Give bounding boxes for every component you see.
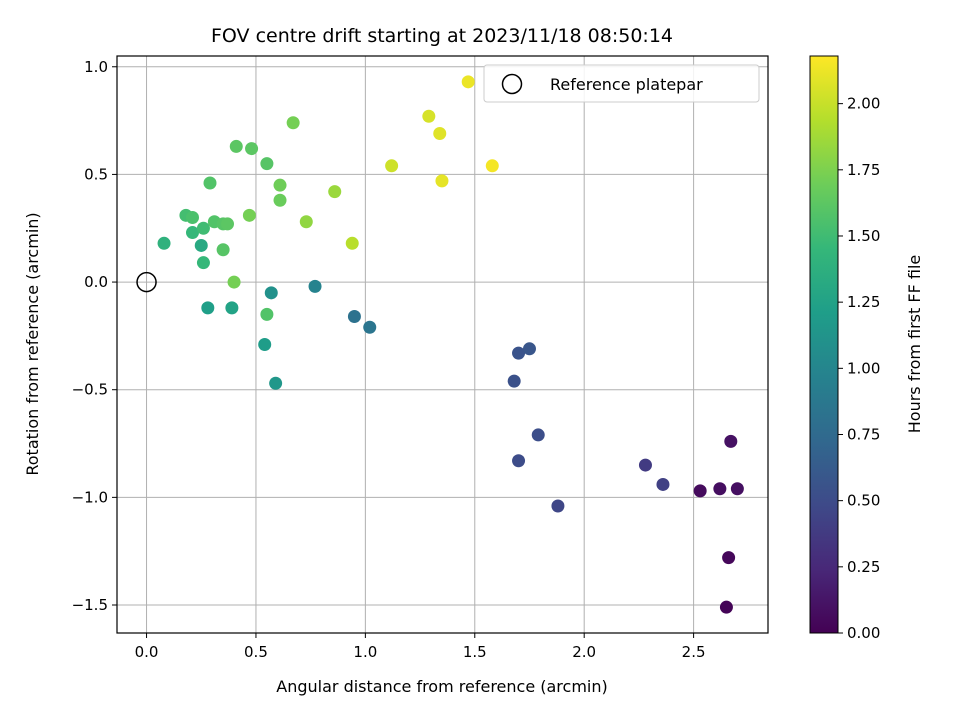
data-point <box>363 320 377 334</box>
colorbar-tick-label: 0.00 <box>847 624 880 642</box>
data-point <box>264 286 278 300</box>
data-point <box>385 159 399 173</box>
data-points <box>157 75 744 614</box>
data-point <box>656 477 670 491</box>
data-point <box>269 376 283 390</box>
data-point <box>308 279 322 293</box>
data-point <box>433 127 447 141</box>
legend-marker-icon <box>501 73 523 95</box>
data-point <box>724 434 738 448</box>
legend-box <box>483 64 760 103</box>
data-point <box>216 243 230 257</box>
data-point <box>507 374 521 388</box>
y-axis-ticks: 1.0 0.5 0.0 −0.5 −1.0 −1.5 <box>72 58 117 614</box>
y-tick-label: −1.0 <box>72 488 108 506</box>
colorbar-tick-label: 2.00 <box>847 95 880 113</box>
x-tick-label: 2.5 <box>682 643 706 661</box>
data-point <box>638 458 652 472</box>
x-tick-label: 2.0 <box>572 643 596 661</box>
data-point <box>242 208 256 222</box>
data-point <box>435 174 449 188</box>
data-point <box>299 215 313 229</box>
chart-title: FOV centre drift starting at 2023/11/18 … <box>211 25 673 47</box>
data-point <box>185 226 199 240</box>
data-point <box>693 484 707 498</box>
y-tick-label: 1.0 <box>84 58 108 76</box>
y-tick-label: −0.5 <box>72 381 108 399</box>
y-tick-label: 0.0 <box>84 273 108 291</box>
reference-platepar-marker <box>136 271 157 293</box>
data-point <box>258 338 272 351</box>
data-point <box>531 428 545 442</box>
x-tick-label: 0.0 <box>135 643 159 661</box>
data-point <box>512 454 526 468</box>
data-point <box>273 193 287 207</box>
data-point <box>225 301 239 315</box>
data-point <box>422 109 436 123</box>
data-point <box>221 217 235 231</box>
colorbar-title: Hours from first FF file <box>905 255 924 434</box>
data-point <box>196 256 210 270</box>
reference-point <box>136 271 157 293</box>
data-point <box>260 307 274 321</box>
colorbar-tick-label: 1.50 <box>847 227 880 245</box>
data-point <box>522 342 536 356</box>
data-point <box>347 310 361 324</box>
data-point <box>185 210 199 224</box>
y-tick-label: −1.5 <box>72 596 108 614</box>
data-point <box>286 116 300 130</box>
data-point <box>194 238 208 252</box>
colorbar-tick-label: 0.50 <box>847 492 880 510</box>
colorbar <box>809 55 839 634</box>
data-point <box>345 236 359 250</box>
x-axis-ticks: 0.0 0.5 1.0 1.5 2.0 2.5 <box>135 633 706 661</box>
colorbar-tick-label: 0.25 <box>847 558 880 576</box>
x-tick-label: 0.5 <box>244 643 268 661</box>
data-point <box>201 301 215 315</box>
data-point <box>157 236 171 250</box>
colorbar-ticks: 0.00 0.25 0.50 0.75 1.00 1.25 1.50 1.75 2.00 <box>838 95 880 642</box>
data-point <box>551 499 565 513</box>
x-axis-title: Angular distance from reference (arcmin) <box>276 677 607 696</box>
colorbar-tick-label: 0.75 <box>847 425 880 443</box>
grid-lines <box>117 56 768 633</box>
data-point <box>260 157 274 171</box>
x-tick-label: 1.5 <box>463 643 487 661</box>
colorbar-tick-label: 1.25 <box>847 293 880 311</box>
data-point <box>203 176 217 190</box>
data-point <box>719 600 733 614</box>
y-axis-title: Rotation from reference (arcmin) <box>23 212 42 475</box>
legend-label: Reference platepar <box>550 75 703 94</box>
data-point <box>730 482 744 496</box>
data-point <box>196 221 210 235</box>
data-point <box>722 551 736 565</box>
data-point <box>273 178 287 192</box>
data-point <box>328 185 342 199</box>
data-point <box>229 139 243 153</box>
colorbar-tick-label: 1.00 <box>847 359 880 377</box>
data-point <box>512 346 526 360</box>
colorbar-tick-label: 1.75 <box>847 161 880 179</box>
plot-frame <box>116 55 769 634</box>
data-point <box>485 159 499 173</box>
data-point <box>713 482 727 496</box>
y-tick-label: 0.5 <box>84 165 108 183</box>
data-point <box>227 275 241 289</box>
legend: Reference platepar <box>483 64 760 103</box>
data-point <box>245 142 259 156</box>
x-tick-label: 1.0 <box>353 643 377 661</box>
data-point <box>461 75 475 89</box>
